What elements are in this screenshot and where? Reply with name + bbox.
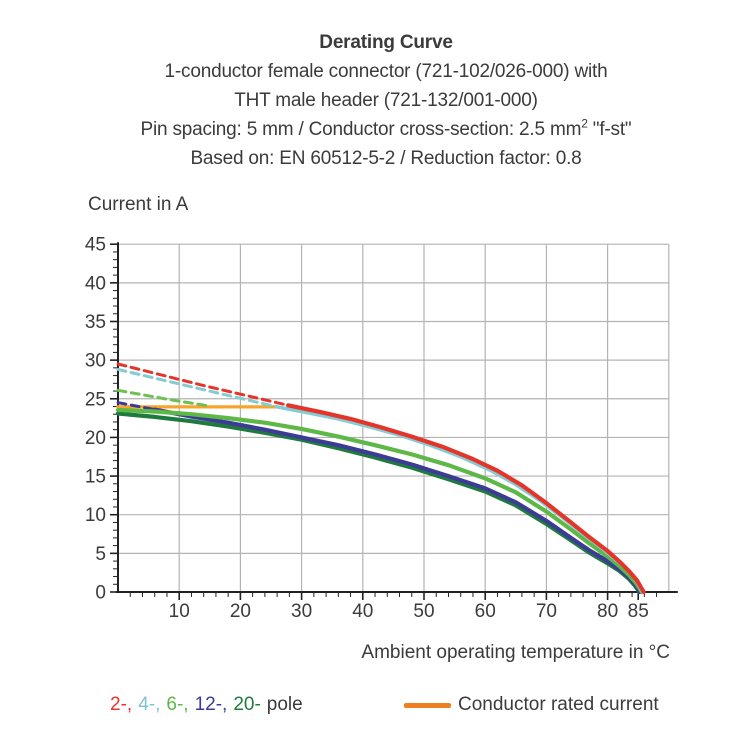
y-tick-label: 5 bbox=[95, 544, 106, 565]
x-tick-label: 20 bbox=[230, 601, 251, 622]
y-tick-label: 10 bbox=[85, 505, 106, 526]
x-tick-label: 30 bbox=[291, 601, 312, 622]
y-tick-label: 0 bbox=[95, 583, 106, 604]
y-tick-label: 25 bbox=[85, 389, 106, 410]
x-axis-title: Ambient operating temperature in °C bbox=[361, 642, 670, 663]
curve-4-pole-dashed bbox=[116, 367, 279, 409]
legend-pole-item: 2-, bbox=[110, 694, 133, 715]
title-subline-spec: Pin spacing: 5 mm / Conductor cross-sect… bbox=[140, 116, 632, 140]
y-tick-label: 45 bbox=[85, 235, 106, 256]
legend-pole-suffix: pole bbox=[266, 694, 303, 715]
curve-2-pole bbox=[286, 403, 646, 595]
y-tick-label: 40 bbox=[85, 273, 106, 294]
y-tick-label: 35 bbox=[85, 312, 106, 333]
title-subline-header: THT male header (721-132/001-000) bbox=[234, 90, 538, 111]
x-tick-label: 85 bbox=[628, 601, 649, 622]
title-block: Derating Curve 1-conductor female connec… bbox=[22, 28, 750, 173]
y-tick-label: 20 bbox=[85, 428, 106, 449]
y-tick-label: 15 bbox=[85, 467, 106, 488]
y-tick-label: 30 bbox=[85, 351, 106, 372]
legend-rated-current-label: Conductor rated current bbox=[458, 694, 659, 715]
curve-12-pole bbox=[152, 407, 643, 595]
legend-pole-item: 20- bbox=[233, 694, 261, 715]
x-tick-label: 50 bbox=[413, 601, 434, 622]
y-axis-title: Current in A bbox=[88, 194, 189, 215]
x-tick-label: 60 bbox=[475, 601, 496, 622]
legend-pole-counts: 2-, 4-, 6-, 12-, 20- pole bbox=[110, 694, 303, 716]
x-tick-label: 70 bbox=[536, 601, 557, 622]
legend-pole-item: 12-, bbox=[194, 694, 228, 715]
title-subline-standard: Based on: EN 60512-5-2 / Reduction facto… bbox=[190, 148, 582, 169]
legend-pole-item: 6-, bbox=[166, 694, 189, 715]
curve-6-pole bbox=[115, 407, 645, 595]
curve-2-pole-dashed bbox=[116, 362, 290, 407]
chart-title: Derating Curve bbox=[319, 32, 453, 53]
x-tick-label: 80 bbox=[597, 601, 618, 622]
x-tick-label: 40 bbox=[352, 601, 373, 622]
curve-12-pole-dashed bbox=[116, 401, 157, 412]
title-subline-connector: 1-conductor female connector (721-102/02… bbox=[164, 61, 608, 82]
x-tick-label: 10 bbox=[169, 601, 190, 622]
rated-current-line-swatch bbox=[404, 703, 451, 708]
curve-20-pole bbox=[115, 411, 642, 595]
superscript-2: 2 bbox=[581, 116, 588, 131]
legend-pole-item: 4-, bbox=[138, 694, 161, 715]
curve-6-pole-dashed bbox=[116, 388, 212, 408]
